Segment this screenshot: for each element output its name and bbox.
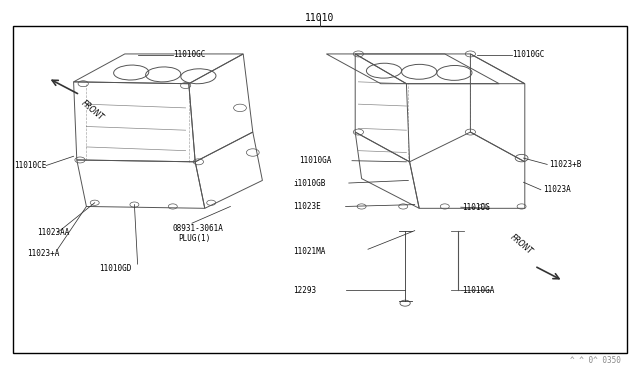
Text: 11021MA: 11021MA <box>293 247 326 256</box>
Text: 11010GC: 11010GC <box>173 50 205 59</box>
Text: 11010GD: 11010GD <box>99 264 132 273</box>
Text: ^ ^ 0^ 0350: ^ ^ 0^ 0350 <box>570 356 621 365</box>
Text: PLUG(1): PLUG(1) <box>178 234 211 243</box>
Text: 11010G: 11010G <box>462 203 490 212</box>
Bar <box>13 26 627 353</box>
Text: 11010GA: 11010GA <box>462 286 495 295</box>
Text: FRONT: FRONT <box>509 233 534 257</box>
Text: 11010GC: 11010GC <box>512 50 545 59</box>
Text: 11023+B: 11023+B <box>549 160 582 169</box>
Text: 11023A: 11023A <box>543 185 570 194</box>
Text: 11023E: 11023E <box>293 202 321 211</box>
Text: i1010GB: i1010GB <box>293 179 326 187</box>
Text: 12293: 12293 <box>293 286 316 295</box>
Text: 11023AA: 11023AA <box>37 228 70 237</box>
Text: FRONT: FRONT <box>80 99 106 122</box>
Text: 11010GA: 11010GA <box>300 156 332 165</box>
Text: 11010CE: 11010CE <box>13 161 46 170</box>
Text: 11010: 11010 <box>305 13 335 23</box>
Text: 11023+A: 11023+A <box>27 249 60 258</box>
Text: 08931-3061A: 08931-3061A <box>173 224 223 233</box>
